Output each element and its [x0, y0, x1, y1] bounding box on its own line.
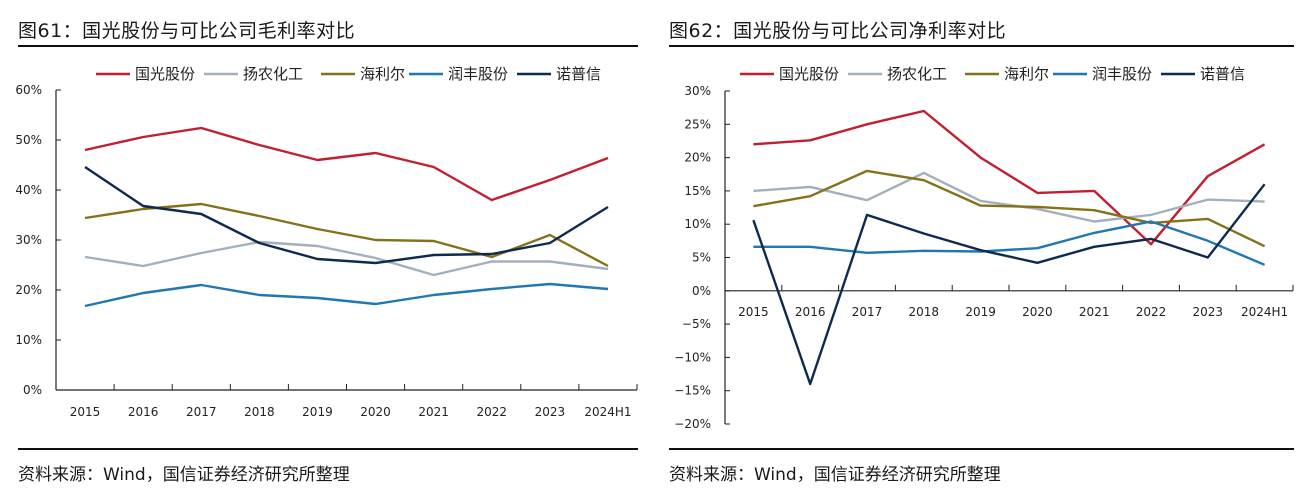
series-line-1 [753, 109, 1266, 246]
y-tick-label: 50% [15, 133, 42, 147]
x-tick-label: 2016 [128, 405, 159, 419]
x-tick-label: 2023 [535, 405, 566, 419]
legend-label: 国光股份 [779, 65, 839, 83]
top-rule [669, 45, 1294, 47]
x-tick-label: 2018 [909, 305, 940, 319]
y-tick-label: 0% [692, 284, 711, 298]
gross-margin-chart: 0% 10% 20% 30% 40% 50% 60% 2015 2016 2017 2018 2019… [15, 65, 638, 419]
x-tick-label: 2020 [1022, 305, 1053, 319]
y-tick-label: 20% [684, 151, 711, 165]
series-line-4 [84, 282, 609, 308]
legend-label: 诺普信 [556, 65, 601, 83]
legend-item: 扬农化工 [848, 65, 947, 83]
x-tick-label: 2017 [186, 405, 217, 419]
x-tick-label: 2021 [418, 405, 449, 419]
x-tick-label: 2018 [244, 405, 275, 419]
y-tick-label: 60% [15, 83, 42, 97]
series-line-3 [84, 202, 609, 268]
y-tick-label: −20% [674, 417, 711, 431]
series-line-5 [84, 166, 609, 265]
y-tick-label: 20% [15, 283, 42, 297]
series-line-5 [752, 183, 1266, 386]
legend-item: 海利尔 [965, 65, 1049, 83]
x-tick-label: 2022 [476, 405, 507, 419]
y-tick-label: 10% [684, 217, 711, 231]
figure-title: 图62：国光股份与可比公司净利率对比 [669, 20, 1007, 42]
legend-item: 润丰股份 [1053, 65, 1152, 83]
legend-label: 诺普信 [1200, 65, 1245, 83]
x-tick-label: 2019 [965, 305, 996, 319]
legend-label: 扬农化工 [243, 65, 303, 83]
x-tick-label: 2017 [852, 305, 883, 319]
bottom-rule [18, 448, 638, 450]
x-tick-label: 2020 [360, 405, 391, 419]
x-tick-label: 2015 [70, 405, 101, 419]
y-tick-label: 30% [684, 84, 711, 98]
x-tick-label: 2023 [1193, 305, 1224, 319]
legend-label: 润丰股份 [448, 65, 508, 83]
y-tick-label: 0% [23, 383, 42, 397]
legend-item: 国光股份 [96, 65, 195, 83]
x-tick-label: 2024H1 [584, 405, 631, 419]
y-tick-label: −10% [674, 350, 711, 364]
y-tick-label: 5% [692, 251, 711, 265]
figure-title: 图61：国光股份与可比公司毛利率对比 [18, 20, 356, 42]
x-tick-label: 2019 [302, 405, 333, 419]
top-rule [18, 45, 638, 47]
series-line-2 [84, 240, 609, 277]
legend-item: 诺普信 [517, 65, 601, 83]
y-tick-label: −5% [682, 317, 711, 331]
source-note: 资料来源：Wind，国信证券经济研究所整理 [18, 465, 350, 485]
source-note: 资料来源：Wind，国信证券经济研究所整理 [669, 465, 1001, 485]
gross-margin-panel: 图61：国光股份与可比公司毛利率对比 0% 10% 20% 30% 40% 50% 60% 2… [15, 0, 638, 498]
y-tick-label: 30% [15, 233, 42, 247]
legend-label: 海利尔 [1004, 65, 1049, 83]
y-tick-label: −15% [674, 384, 711, 398]
legend-item: 诺普信 [1161, 65, 1245, 83]
net-margin-chart: −20% −15% −10% −5% 0% 5% 10% 15% 20% 25% 30% 2015 20… [674, 65, 1294, 431]
y-tick-label: 40% [15, 183, 42, 197]
series-line-2 [753, 171, 1265, 223]
x-tick-label: 2022 [1136, 305, 1167, 319]
legend-label: 国光股份 [135, 65, 195, 83]
legend-item: 海利尔 [321, 65, 405, 83]
net-margin-panel: 图62：国光股份与可比公司净利率对比 −20% −15% −10% −5% 0% 5% 10… [669, 0, 1294, 498]
y-tick-label: 10% [15, 333, 42, 347]
x-tick-label: 2024H1 [1241, 305, 1288, 319]
series-line-3 [753, 169, 1266, 248]
legend-label: 扬农化工 [887, 65, 947, 83]
x-tick-label: 2016 [795, 305, 826, 319]
legend-item: 扬农化工 [204, 65, 303, 83]
y-tick-label: 15% [684, 184, 711, 198]
series-line-4 [753, 220, 1266, 266]
legend-label: 海利尔 [360, 65, 405, 83]
bottom-rule [669, 448, 1294, 450]
legend-label: 润丰股份 [1092, 65, 1152, 83]
x-tick-label: 2015 [738, 305, 769, 319]
legend-item: 国光股份 [740, 65, 839, 83]
legend-item: 润丰股份 [409, 65, 508, 83]
series-line-1 [84, 126, 609, 202]
x-tick-label: 2021 [1079, 305, 1110, 319]
y-tick-label: 25% [684, 117, 711, 131]
